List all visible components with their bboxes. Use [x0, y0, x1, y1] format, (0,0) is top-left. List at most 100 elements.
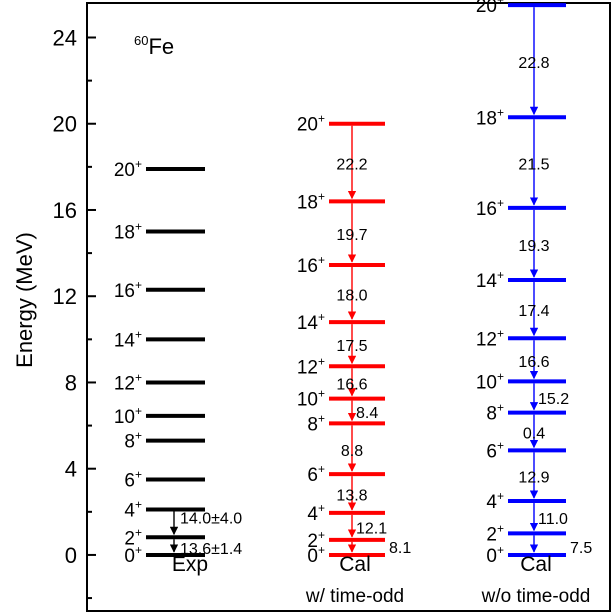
parity-superscript: + [318, 253, 325, 267]
parity-superscript: + [318, 528, 325, 542]
spin-label: 8+ [124, 429, 142, 453]
parity-superscript: + [497, 268, 504, 282]
parity-superscript: + [135, 429, 142, 443]
parity-superscript: + [497, 105, 504, 119]
level-columns: 13.6±1.414.0±4.00+2+4+6+8+10+12+14+16+18… [114, 0, 593, 607]
column-cal-without: 7.511.0 12.9 0.4 15.2 16.6 17.4 19.3 21.5 22.8 0+… [476, 0, 593, 607]
transition-value: 7.5 [570, 540, 592, 557]
spin-label: 6+ [486, 438, 504, 462]
parity-superscript: + [318, 310, 325, 324]
spin-label: 14+ [114, 327, 142, 351]
spin-label: 12+ [476, 326, 504, 350]
parity-superscript: + [135, 278, 142, 292]
y-tick-label: 12 [53, 284, 77, 309]
transition-value: 19.7 [336, 227, 367, 244]
transition-value: 14.0±4.0 [180, 510, 242, 527]
transition-value: 8.4 [356, 405, 378, 422]
parity-superscript: + [497, 401, 504, 415]
spin-label: 6+ [307, 462, 325, 486]
parity-superscript: + [497, 196, 504, 210]
spin-label: 10+ [114, 404, 142, 428]
spin-label: 20+ [114, 157, 142, 181]
parity-superscript: + [318, 462, 325, 476]
transition-value: 12.9 [518, 470, 549, 487]
nucleus-symbol: Fe [148, 34, 174, 59]
transition-value: 16.6 [518, 354, 549, 371]
parity-superscript: + [135, 220, 142, 234]
spin-label: 12+ [114, 370, 142, 394]
parity-superscript: + [318, 501, 325, 515]
spin-label: 4+ [486, 489, 504, 513]
parity-superscript: + [135, 157, 142, 171]
parity-superscript: + [318, 543, 325, 557]
parity-superscript: + [135, 404, 142, 418]
parity-superscript: + [497, 543, 504, 557]
transition-value: 22.8 [518, 55, 549, 72]
parity-superscript: + [318, 189, 325, 203]
column-sublabel: w/ time-odd [305, 586, 404, 607]
spin-label: 20+ [476, 0, 504, 17]
column-exp: 13.6±1.414.0±4.00+2+4+6+8+10+12+14+16+18… [114, 157, 242, 576]
column-label: Cal [520, 553, 552, 576]
spin-label: 12+ [297, 354, 325, 378]
parity-superscript: + [135, 497, 142, 511]
column-label: Cal [339, 553, 371, 576]
spin-label: 16+ [297, 253, 325, 277]
y-axis: 0 4 8 12 16 20 24 [53, 25, 96, 600]
spin-label: 18+ [476, 105, 504, 129]
spin-label: 16+ [476, 196, 504, 220]
transition-value: 22.2 [336, 157, 367, 174]
nucleus-mass: 60 [134, 33, 148, 48]
y-axis-label: Energy (MeV) [12, 232, 37, 368]
parity-superscript: + [318, 112, 325, 126]
transition-value: 17.4 [518, 303, 549, 320]
y-tick-label: 24 [53, 25, 77, 50]
parity-superscript: + [318, 411, 325, 425]
parity-superscript: + [135, 467, 142, 481]
spin-label: 0+ [486, 543, 504, 567]
column-sublabel: w/o time-odd [481, 586, 591, 607]
spin-label: 16+ [114, 278, 142, 302]
parity-superscript: + [497, 369, 504, 383]
spin-label: 10+ [297, 387, 325, 411]
column-label: Exp [172, 553, 208, 576]
nucleus-label: 60Fe [134, 33, 174, 59]
column-cal-with: 8.112.113.88.88.416.617.518.019.722.20+2… [297, 112, 412, 607]
spin-label: 2+ [486, 521, 504, 545]
parity-superscript: + [135, 327, 142, 341]
spin-label: 8+ [307, 411, 325, 435]
transition-value: 21.5 [518, 157, 549, 174]
y-tick-label: 16 [53, 198, 77, 223]
parity-superscript: + [318, 387, 325, 401]
parity-superscript: + [497, 326, 504, 340]
y-tick-label: 4 [65, 457, 77, 482]
spin-label: 14+ [476, 268, 504, 292]
y-tick-label: 0 [65, 543, 77, 568]
transition-value: 0.4 [523, 426, 545, 443]
parity-superscript: + [497, 489, 504, 503]
plot-frame [86, 2, 611, 612]
parity-superscript: + [135, 525, 142, 539]
transition-value: 8.8 [341, 443, 363, 460]
spin-label: 14+ [297, 310, 325, 334]
transition-value: 13.8 [336, 487, 367, 504]
transition-value: 11.0 [538, 511, 568, 528]
spin-label: 4+ [124, 497, 142, 521]
parity-superscript: + [497, 438, 504, 452]
spin-label: 6+ [124, 467, 142, 491]
parity-superscript: + [497, 0, 504, 7]
parity-superscript: + [135, 370, 142, 384]
spin-label: 4+ [307, 501, 325, 525]
transition-value: 15.2 [538, 391, 569, 408]
spin-label: 20+ [297, 112, 325, 136]
transition-value: 18.0 [336, 288, 367, 305]
spin-label: 8+ [486, 401, 504, 425]
transition-value: 8.1 [389, 540, 411, 557]
y-tick-label: 20 [53, 112, 77, 137]
y-tick-label: 8 [65, 370, 77, 395]
spin-label: 18+ [297, 189, 325, 213]
spin-label: 18+ [114, 220, 142, 244]
parity-superscript: + [135, 543, 142, 557]
spin-label: 10+ [476, 369, 504, 393]
